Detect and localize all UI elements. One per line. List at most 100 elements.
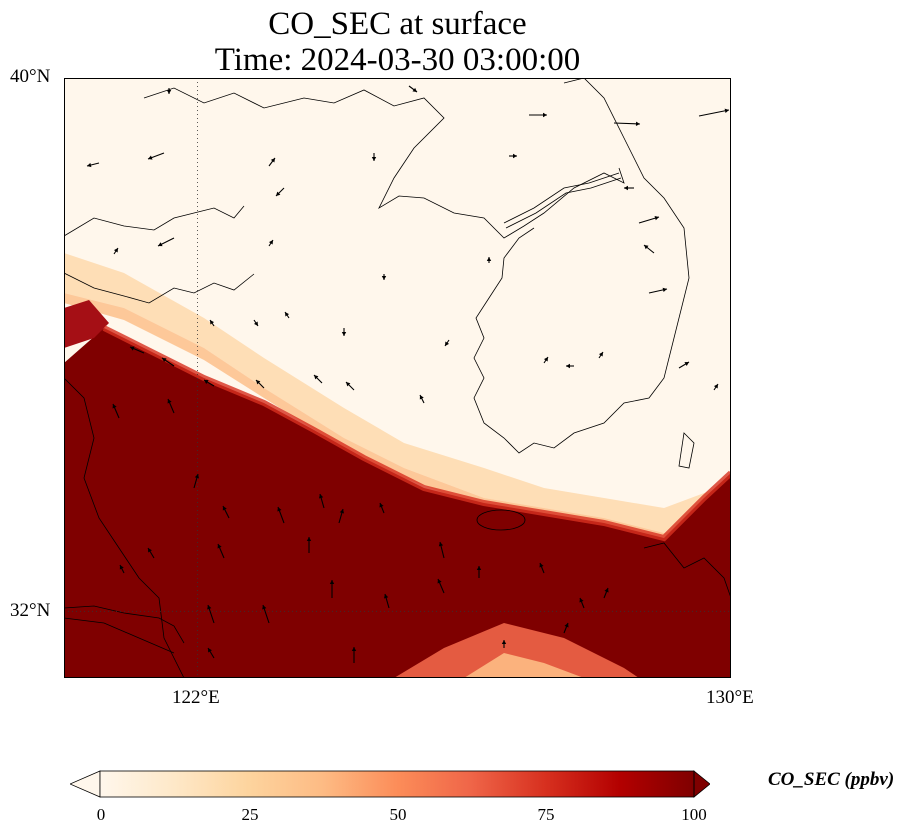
wind-vector-arrowhead [285, 312, 290, 317]
map-panel [64, 78, 731, 678]
wind-vector-arrowhead [381, 276, 387, 280]
wind-vector-arrowhead [256, 380, 261, 385]
wind-vector-arrowhead [635, 121, 640, 127]
coastline-dmz-border [503, 172, 620, 224]
wind-vector-arrowhead [130, 346, 135, 351]
wind-vector-shaft [698, 109, 730, 117]
wind-vector-arrowhead [383, 594, 389, 599]
wind-vector-arrowhead [270, 158, 275, 163]
wind-vector-arrowhead [371, 157, 377, 161]
wind-vector-arrowhead [339, 509, 345, 514]
wind-vector-arrowhead [654, 216, 659, 221]
wind-vector-arrowhead [644, 245, 649, 250]
wind-vector-arrowhead [604, 588, 609, 593]
wind-vector-arrowhead [419, 395, 424, 400]
southern-plume [394, 623, 639, 678]
coastline-korea [473, 78, 690, 454]
wind-vector-arrowhead [543, 112, 547, 118]
wind-vector-arrowhead [158, 242, 163, 247]
graticule [64, 78, 731, 678]
wind-vector-arrowhead [579, 598, 584, 603]
wind-vector-arrowhead [445, 341, 450, 346]
wind-vector-arrowhead [438, 542, 444, 547]
colorbar-tick-50: 50 [389, 805, 407, 824]
high-concentration-region [64, 328, 731, 678]
coastline-china-east [64, 377, 185, 678]
colorbar-tick-75: 75 [537, 805, 555, 824]
wind-vector-arrowhead [162, 358, 167, 363]
wind-vector-arrowhead [379, 503, 384, 508]
colorbar-tick-0: 0 [96, 805, 106, 824]
wind-vector-arrowhead [87, 162, 92, 168]
map-frame [64, 78, 731, 678]
wind-vector-arrowhead [148, 155, 153, 160]
wind-vector-arrowhead [476, 566, 482, 570]
coastline-dmz-border-2 [505, 177, 622, 229]
concentration-gradient-band-2 [64, 293, 731, 543]
wind-vector-arrowhead [346, 382, 351, 387]
wind-vector-arrowhead [662, 287, 667, 293]
wind-vector-arrowhead [624, 185, 628, 191]
concentration-gradient-band [64, 253, 731, 533]
wind-vector-arrowhead [501, 640, 507, 644]
wind-vector-arrowhead [112, 404, 117, 409]
southern-plume-core [464, 653, 584, 678]
wind-vector-arrowhead [207, 605, 212, 610]
wind-vector-arrowhead [217, 544, 222, 549]
wind-vector-arrowhead [598, 352, 603, 357]
coastline-shandong [64, 272, 255, 304]
colorbar-tick-100: 100 [681, 805, 707, 824]
wind-vector-arrowhead [341, 332, 347, 336]
coastlines [64, 78, 731, 678]
wind-vector-arrowhead [684, 362, 689, 366]
wind-vector-arrowhead [208, 648, 212, 653]
wind-vector-shaft [613, 122, 641, 125]
wind-vector-arrowhead [314, 375, 319, 380]
jeju-island [476, 509, 526, 531]
wind-vector-arrowhead [167, 399, 172, 404]
colorbar-tick-25: 25 [241, 805, 259, 824]
colorbar [70, 770, 710, 798]
wind-vector-arrowhead [539, 563, 544, 568]
coastline-kyushu [643, 542, 731, 599]
colorbar-frame [99, 770, 695, 798]
colorbar-gradient [100, 771, 694, 797]
wind-vector-arrowhead [276, 191, 281, 196]
wind-vector-arrowhead [148, 548, 152, 553]
coastline-bohai-north [143, 87, 625, 239]
wind-vector-field [86, 85, 730, 663]
wind-vector-arrowhead [543, 357, 548, 362]
wind-vector-arrowhead [306, 537, 312, 541]
coastline-yangtze [64, 605, 185, 644]
wind-vector-arrowhead [194, 474, 200, 479]
wind-vector-arrowhead [253, 321, 258, 326]
coastline-yangtze-2 [64, 617, 175, 654]
coastline-liaodong [64, 205, 245, 237]
map-subtitle-time: Time: 2024-03-30 03:00:00 [214, 42, 581, 78]
wind-vector-arrowhead [713, 384, 718, 389]
lat-label-32n: 32°N [10, 600, 51, 621]
high-concentration-edge [102, 325, 731, 542]
colorbar-extend-high [693, 770, 710, 798]
colorbar-label: CO_SEC (ppbv) [768, 769, 895, 790]
wind-vector-arrowhead [268, 240, 273, 245]
tsushima-island [678, 432, 695, 469]
wind-vector-arrowhead [412, 87, 417, 92]
lon-label-122e: 122°E [172, 687, 220, 708]
map-title: CO_SEC at surface [268, 6, 527, 42]
wind-vector-arrowhead [262, 605, 267, 610]
lat-label-40n: 40°N [10, 66, 51, 87]
wind-vector-arrowhead [210, 320, 215, 325]
wind-vector-arrowhead [318, 494, 324, 499]
wind-vector-arrowhead [222, 506, 227, 511]
wind-vector-arrowhead [513, 153, 517, 159]
wind-vector-arrowhead [166, 90, 172, 94]
wind-vector-arrowhead [351, 647, 357, 651]
wind-vector-arrowhead [724, 108, 729, 113]
lon-label-130e: 130°E [706, 687, 754, 708]
wind-vector-arrowhead [486, 257, 492, 261]
high-concentration-patch-nw [64, 300, 109, 348]
wind-vector-arrowhead [329, 580, 335, 584]
wind-vector-arrowhead [204, 380, 209, 384]
wind-vector-arrowhead [277, 507, 282, 512]
